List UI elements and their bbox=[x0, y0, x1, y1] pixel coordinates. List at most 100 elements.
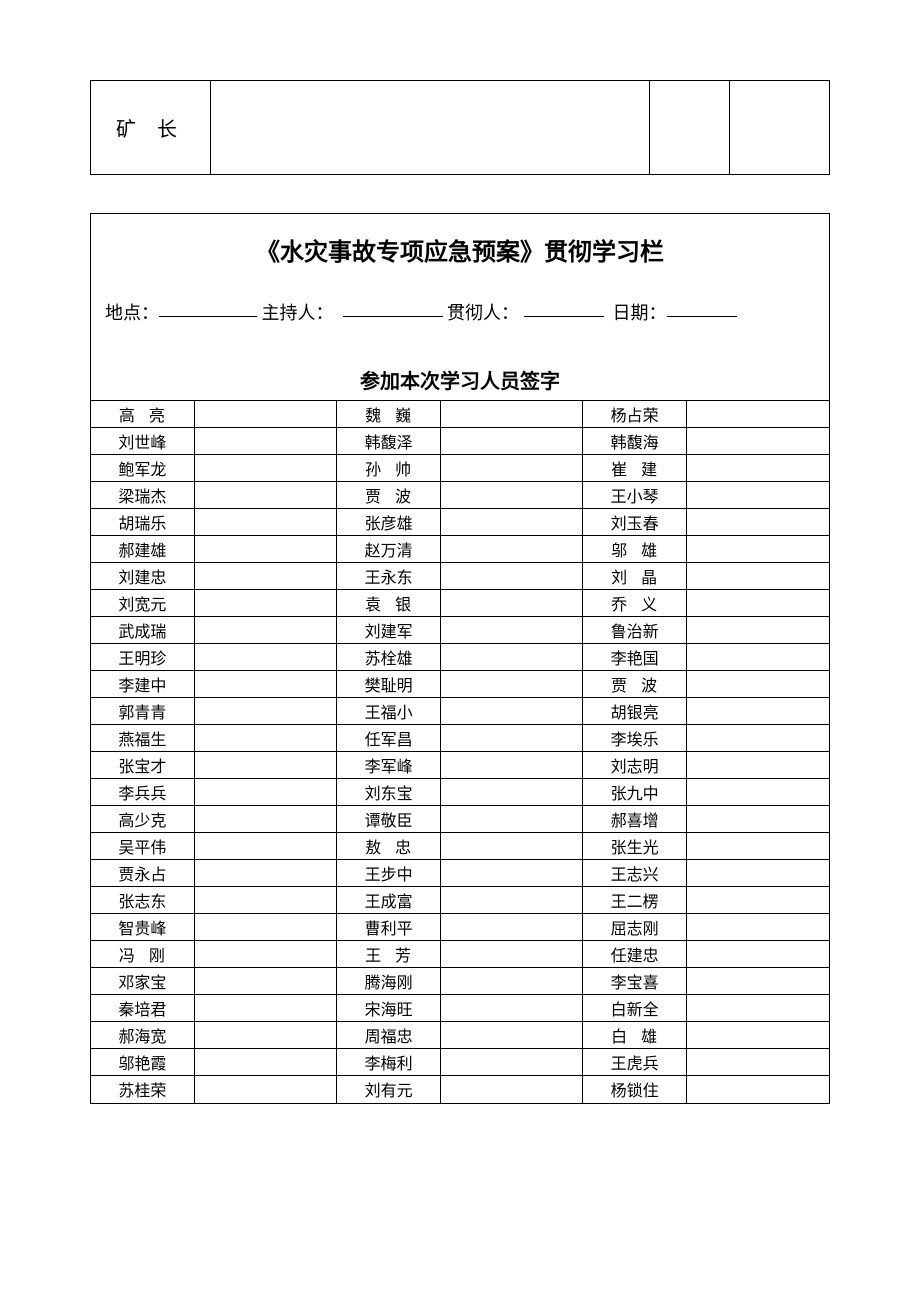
table-row: 鲍军龙孙帅崔建 bbox=[91, 455, 829, 482]
attendee-signature-cell bbox=[686, 914, 829, 941]
attendee-signature-cell bbox=[686, 995, 829, 1022]
table-row: 高亮魏巍杨占荣 bbox=[91, 401, 829, 428]
attendee-signature-cell bbox=[194, 1049, 337, 1076]
attendee-signature-cell bbox=[194, 401, 337, 428]
attendee-signature-cell bbox=[440, 536, 583, 563]
attendee-name-cell: 孙帅 bbox=[337, 455, 440, 482]
attendee-name-cell: 刘晶 bbox=[583, 563, 686, 590]
field-label-location: 地点： bbox=[105, 303, 159, 323]
attendee-name-cell: 李宝喜 bbox=[583, 968, 686, 995]
attendee-signature-cell bbox=[440, 941, 583, 968]
attendee-signature-cell bbox=[686, 833, 829, 860]
table-row: 刘宽元袁银乔义 bbox=[91, 590, 829, 617]
attendee-name-cell: 张宝才 bbox=[91, 752, 194, 779]
attendee-name-cell: 燕福生 bbox=[91, 725, 194, 752]
attendee-signature-cell bbox=[440, 428, 583, 455]
attendee-name-cell: 屈志刚 bbox=[583, 914, 686, 941]
attendee-signature-cell bbox=[194, 941, 337, 968]
attendee-name-cell: 王成富 bbox=[337, 887, 440, 914]
attendee-name-cell: 贾波 bbox=[337, 482, 440, 509]
attendee-signature-cell bbox=[686, 509, 829, 536]
attendee-signature-cell bbox=[686, 536, 829, 563]
attendee-signature-cell bbox=[440, 914, 583, 941]
attendee-name-cell: 王明珍 bbox=[91, 644, 194, 671]
underline-host bbox=[343, 299, 443, 317]
attendee-name-cell: 乔义 bbox=[583, 590, 686, 617]
attendee-signature-cell bbox=[440, 995, 583, 1022]
approval-role-cell: 矿 长 bbox=[91, 81, 211, 175]
attendee-signature-cell bbox=[440, 779, 583, 806]
field-label-date: 日期： bbox=[613, 303, 667, 323]
attendee-signature-cell bbox=[440, 563, 583, 590]
attendee-name-cell: 李军峰 bbox=[337, 752, 440, 779]
attendee-name-cell: 郭青青 bbox=[91, 698, 194, 725]
attendee-name-cell: 鲁治新 bbox=[583, 617, 686, 644]
attendee-signature-cell bbox=[440, 1049, 583, 1076]
attendee-signature-cell bbox=[194, 671, 337, 698]
attendee-signature-cell bbox=[440, 509, 583, 536]
attendee-name-cell: 王永东 bbox=[337, 563, 440, 590]
attendee-signature-cell bbox=[686, 1049, 829, 1076]
attendee-name-cell: 智贵峰 bbox=[91, 914, 194, 941]
attendee-name-cell: 胡瑞乐 bbox=[91, 509, 194, 536]
approval-extra-cell-1 bbox=[650, 81, 730, 175]
attendee-name-cell: 邓家宝 bbox=[91, 968, 194, 995]
table-row: 梁瑞杰贾波王小琴 bbox=[91, 482, 829, 509]
approval-signature-cell bbox=[211, 81, 650, 175]
attendee-name-cell: 赵万清 bbox=[337, 536, 440, 563]
attendee-signature-cell bbox=[194, 995, 337, 1022]
signature-subheading: 参加本次学习人员签字 bbox=[91, 349, 829, 400]
table-row: 郝海宽周福忠白雄 bbox=[91, 1022, 829, 1049]
attendee-signature-cell bbox=[440, 698, 583, 725]
attendee-name-cell: 李梅利 bbox=[337, 1049, 440, 1076]
attendee-name-cell: 王虎兵 bbox=[583, 1049, 686, 1076]
attendee-signature-cell bbox=[194, 1022, 337, 1049]
header-approval-table: 矿 长 bbox=[90, 80, 830, 175]
table-row: 胡瑞乐张彦雄刘玉春 bbox=[91, 509, 829, 536]
table-row: 邓家宝腾海刚李宝喜 bbox=[91, 968, 829, 995]
attendee-signature-cell bbox=[440, 1022, 583, 1049]
attendee-name-cell: 王小琴 bbox=[583, 482, 686, 509]
attendee-signature-cell bbox=[686, 752, 829, 779]
attendee-signature-cell bbox=[194, 887, 337, 914]
attendee-signature-cell bbox=[686, 482, 829, 509]
attendee-name-cell: 杨占荣 bbox=[583, 401, 686, 428]
attendee-signature-cell bbox=[440, 725, 583, 752]
table-row: 王明珍苏栓雄李艳国 bbox=[91, 644, 829, 671]
attendee-signature-cell bbox=[194, 752, 337, 779]
attendee-name-cell: 王芳 bbox=[337, 941, 440, 968]
attendee-signature-cell bbox=[686, 1022, 829, 1049]
table-row: 郝建雄 赵万清 邬雄 bbox=[91, 536, 829, 563]
attendee-signature-cell bbox=[194, 590, 337, 617]
table-row: 邬艳霞李梅利王虎兵 bbox=[91, 1049, 829, 1076]
table-row: 刘世峰韩馥泽韩馥海 bbox=[91, 428, 829, 455]
attendee-signature-cell bbox=[194, 563, 337, 590]
attendee-name-cell: 刘世峰 bbox=[91, 428, 194, 455]
attendee-name-cell: 宋海旺 bbox=[337, 995, 440, 1022]
signature-table: 高亮魏巍杨占荣刘世峰韩馥泽韩馥海鲍军龙孙帅崔建梁瑞杰贾波王小琴胡瑞乐张彦雄刘玉春… bbox=[91, 400, 829, 1103]
attendee-signature-cell bbox=[194, 968, 337, 995]
attendee-name-cell: 邬雄 bbox=[583, 536, 686, 563]
attendee-signature-cell bbox=[686, 725, 829, 752]
attendee-signature-cell bbox=[686, 860, 829, 887]
attendee-signature-cell bbox=[440, 455, 583, 482]
attendee-name-cell: 刘玉春 bbox=[583, 509, 686, 536]
attendee-signature-cell bbox=[686, 428, 829, 455]
spacer bbox=[90, 175, 830, 213]
attendee-name-cell: 郝建雄 bbox=[91, 536, 194, 563]
attendee-signature-cell bbox=[440, 644, 583, 671]
table-row: 李建中樊耻明贾波 bbox=[91, 671, 829, 698]
attendee-signature-cell bbox=[440, 1076, 583, 1103]
attendee-signature-cell bbox=[194, 617, 337, 644]
attendee-signature-cell bbox=[686, 779, 829, 806]
attendee-name-cell: 周福忠 bbox=[337, 1022, 440, 1049]
attendee-signature-cell bbox=[686, 806, 829, 833]
attendee-name-cell: 苏桂荣 bbox=[91, 1076, 194, 1103]
attendee-name-cell: 李埃乐 bbox=[583, 725, 686, 752]
attendee-name-cell: 高亮 bbox=[91, 401, 194, 428]
approval-extra-cell-2 bbox=[730, 81, 830, 175]
attendee-signature-cell bbox=[440, 401, 583, 428]
attendee-name-cell: 冯刚 bbox=[91, 941, 194, 968]
table-row: 郭青青王福小胡银亮 bbox=[91, 698, 829, 725]
table-row: 张志东王成富王二楞 bbox=[91, 887, 829, 914]
